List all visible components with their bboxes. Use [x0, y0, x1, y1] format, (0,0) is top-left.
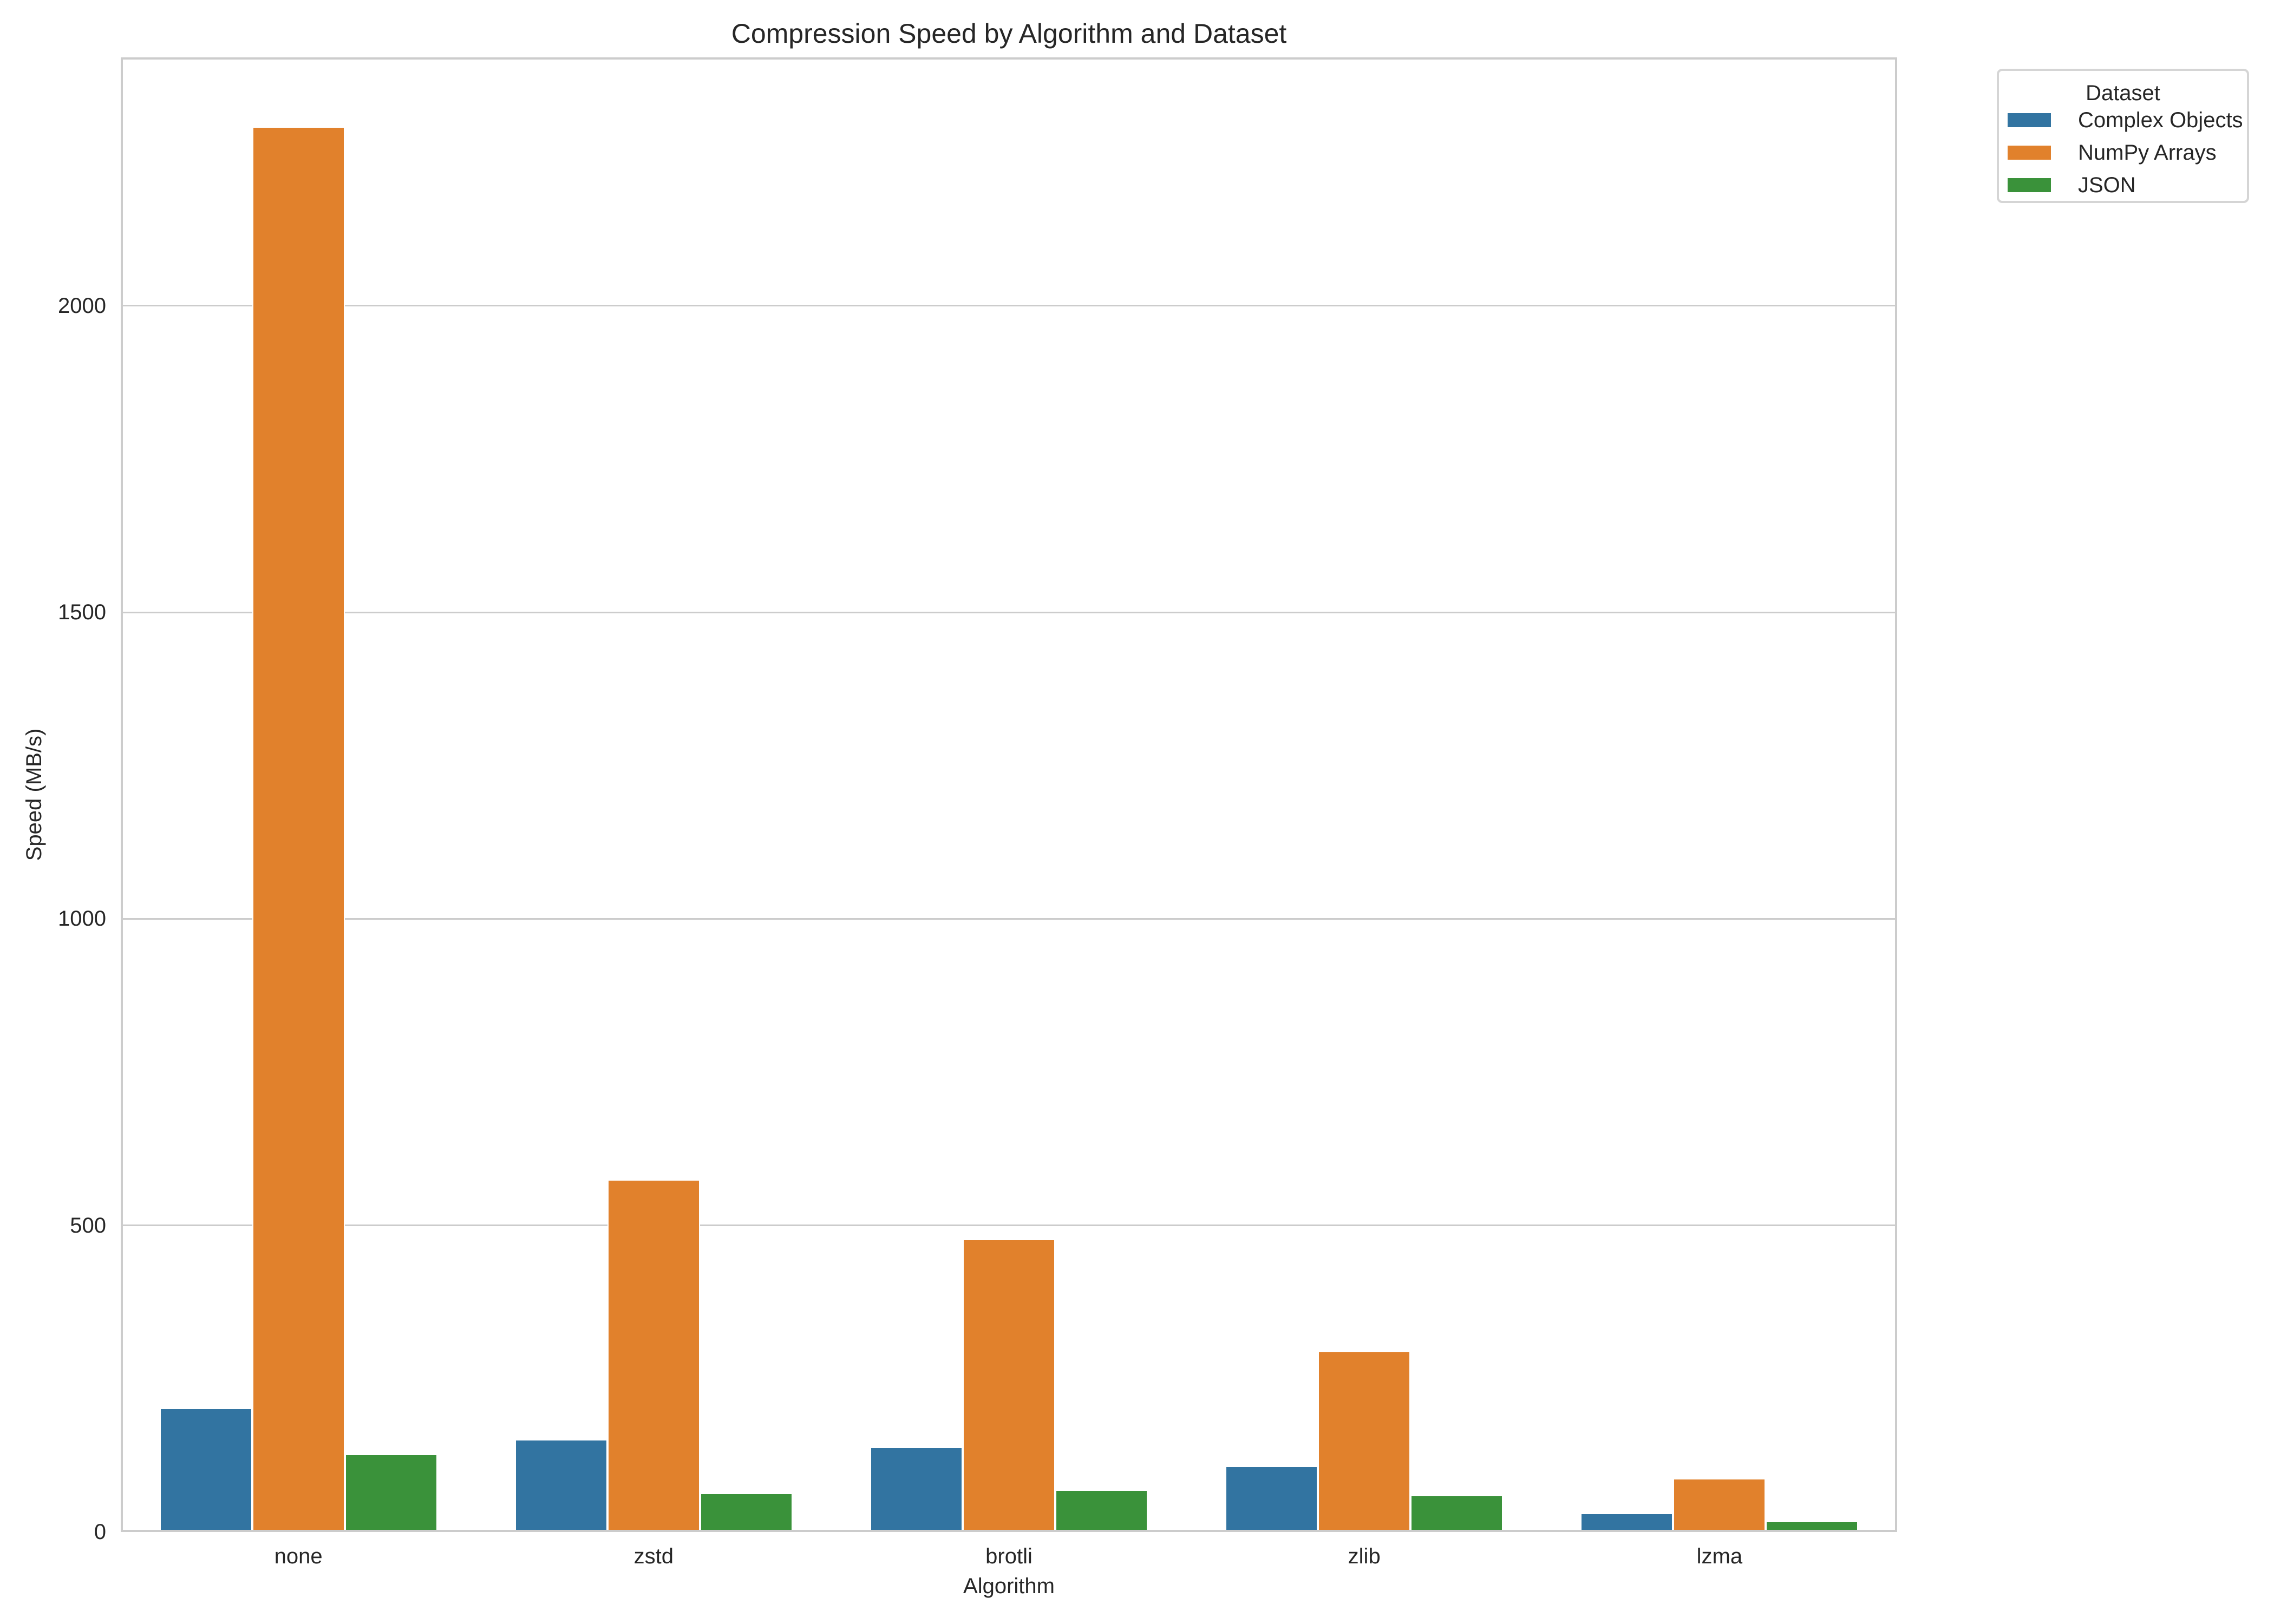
- gridline: [123, 611, 1895, 613]
- bar-zstd-json: [700, 1494, 793, 1530]
- bar-brotli-numpy-arrays: [963, 1240, 1055, 1530]
- y-tick-label: 1500: [58, 600, 106, 625]
- legend-label: NumPy Arrays: [2078, 141, 2217, 165]
- bar-brotli-complex-objects: [870, 1448, 963, 1530]
- bar-zlib-json: [1410, 1496, 1504, 1530]
- bar-brotli-json: [1055, 1491, 1148, 1530]
- bar-zlib-numpy-arrays: [1318, 1352, 1411, 1530]
- legend-label: Complex Objects: [2078, 108, 2243, 132]
- plot-area: [121, 57, 1897, 1532]
- gridline: [123, 1224, 1895, 1227]
- x-tick-label: zlib: [1348, 1544, 1381, 1568]
- chart-title: Compression Speed by Algorithm and Datas…: [731, 18, 1287, 49]
- bar-zstd-complex-objects: [514, 1440, 607, 1530]
- x-tick-label: zstd: [633, 1544, 674, 1568]
- x-tick-label: brotli: [985, 1544, 1033, 1568]
- legend-item: NumPy Arrays: [2008, 139, 2240, 166]
- bar-lzma-numpy-arrays: [1673, 1479, 1766, 1530]
- y-tick-label: 2000: [58, 293, 106, 318]
- legend-label: JSON: [2078, 173, 2136, 197]
- y-axis-label: Speed (MB/s): [22, 728, 46, 861]
- bar-zstd-numpy-arrays: [607, 1181, 700, 1530]
- y-tick-label: 0: [94, 1520, 106, 1544]
- legend-title: Dataset: [2086, 81, 2160, 105]
- y-tick-label: 1000: [58, 907, 106, 931]
- bar-zlib-complex-objects: [1225, 1466, 1318, 1530]
- bar-none-numpy-arrays: [252, 128, 345, 1530]
- x-tick-label: lzma: [1696, 1544, 1743, 1568]
- bar-lzma-json: [1766, 1522, 1859, 1530]
- legend-swatch-icon: [2008, 178, 2051, 192]
- legend-swatch-icon: [2008, 113, 2051, 127]
- x-tick-label: none: [274, 1544, 323, 1568]
- bar-lzma-complex-objects: [1580, 1514, 1674, 1530]
- y-tick-label: 500: [70, 1213, 106, 1237]
- x-axis-label: Algorithm: [963, 1574, 1055, 1598]
- legend-swatch-icon: [2008, 146, 2051, 160]
- legend-item: Complex Objects: [2008, 107, 2243, 134]
- gridline: [123, 918, 1895, 920]
- legend: Dataset Complex Objects NumPy Arrays JSON: [1997, 69, 2249, 203]
- gridline: [123, 305, 1895, 307]
- bar-none-complex-objects: [159, 1409, 252, 1530]
- bar-none-json: [344, 1455, 437, 1530]
- legend-item: JSON: [2008, 172, 2240, 199]
